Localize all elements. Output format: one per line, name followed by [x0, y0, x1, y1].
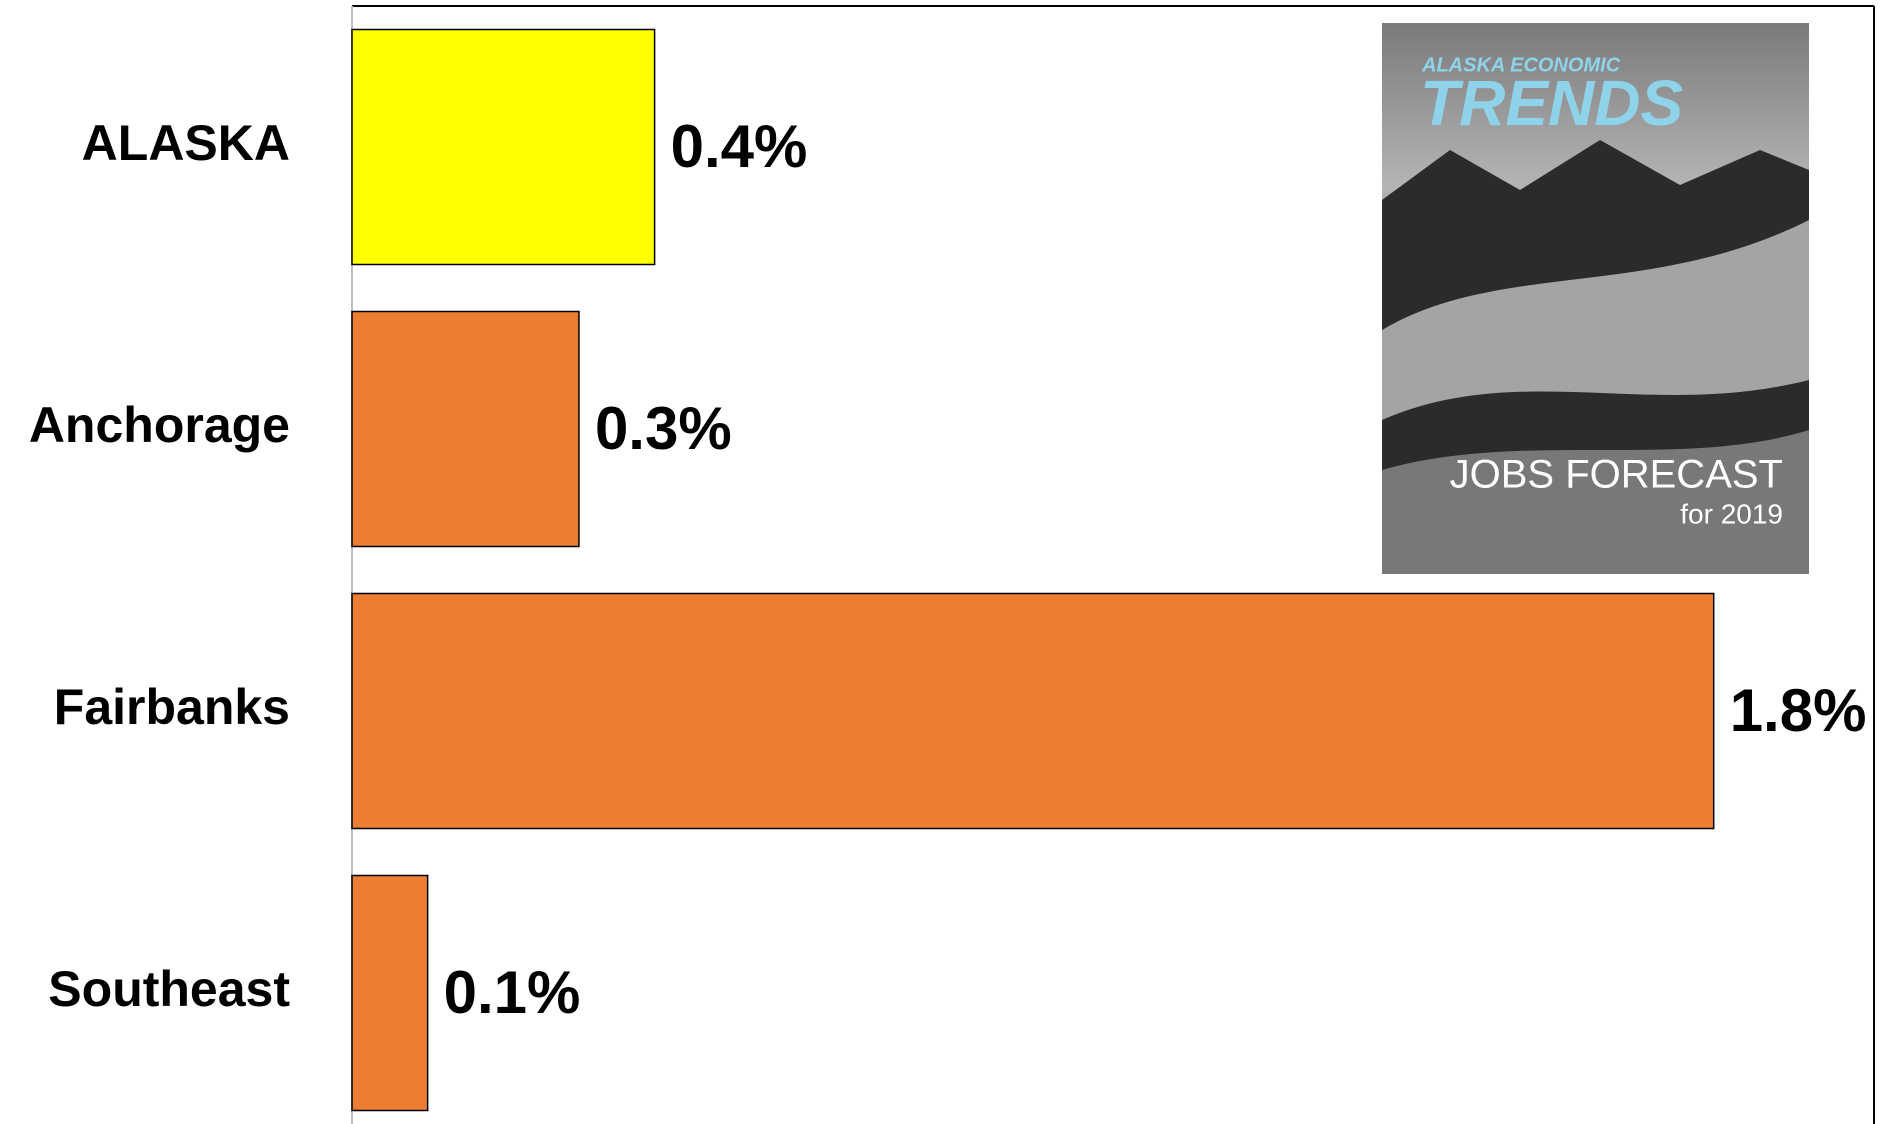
bar	[351, 310, 580, 548]
category-label: Fairbanks	[54, 679, 290, 735]
category-label: Anchorage	[29, 397, 290, 453]
cover-glacier	[1382, 220, 1809, 420]
value-label: 0.4%	[671, 113, 808, 180]
bar	[351, 874, 429, 1112]
cover-title: TRENDS	[1420, 67, 1683, 139]
value-label: 1.8%	[1730, 677, 1867, 744]
plot: ALASKA 0.4% Anchorage 0.3% Fairbanks 1.8% Sout…	[29, 5, 1875, 1124]
category-label: Southeast	[48, 961, 290, 1017]
bar	[351, 28, 656, 266]
cover-kicker: ALASKA ECONOMIC	[1421, 54, 1621, 76]
cover-headline: JOBS FORECAST	[1450, 453, 1783, 497]
cover-valley	[1382, 430, 1809, 574]
cover-subline: for 2019	[1680, 498, 1783, 529]
value-label: 0.1%	[444, 959, 581, 1026]
value-label: 0.3%	[595, 395, 732, 462]
bar	[351, 592, 1715, 830]
category-label: ALASKA	[82, 115, 290, 171]
inset-cover: ALASKA ECONOMIC TRENDS JOBS FORECAST for…	[1382, 23, 1809, 574]
